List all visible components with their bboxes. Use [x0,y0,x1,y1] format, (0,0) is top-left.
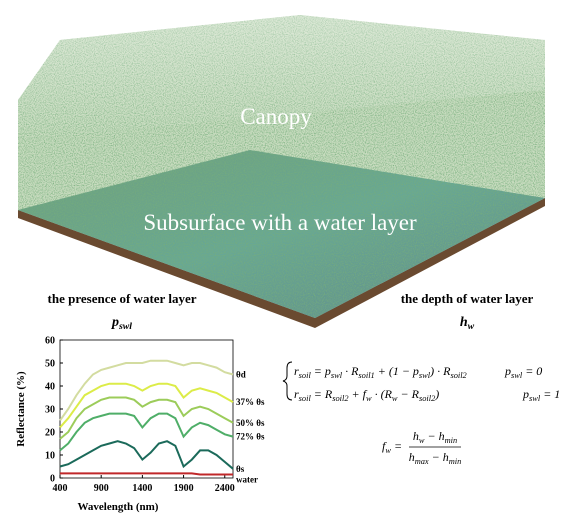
left-symbol: pswl [111,315,132,332]
symbol: f [363,387,368,401]
series-line [59,382,234,429]
canopy-label: Canopy [240,104,312,129]
series-label: water [236,475,258,485]
symbol: p [324,364,331,378]
equation: pswl​ = 0 [504,364,542,380]
series-line [59,359,234,422]
x-axis-label: Wavelength (nm) [78,501,159,513]
x-tick-label: 2400 [215,483,235,494]
symbol: R [442,364,451,378]
equation: rsoil​ = Rsoil2​ + fw​ · (Rw​ − Rsoil2​) [294,387,439,403]
eq-text: = [311,364,325,378]
subscript: swl [529,394,541,403]
symbol: R [411,387,420,401]
symbol: R [384,387,393,401]
canopy-haze [18,15,545,140]
symbol: p [412,364,419,378]
y-tick-label: 60 [45,336,55,347]
y-tick-label: 0 [50,474,55,485]
series-label: θs [236,464,245,474]
series-line [59,440,234,470]
symbol: h [439,429,445,443]
eq-text: = [311,387,325,401]
eq-text: = 0 [522,364,542,378]
subscript: swl [118,321,132,332]
equation: pswl​ = 1 [522,387,560,403]
symbol: h [409,450,415,464]
symbol: p [522,387,529,401]
subscript: soil2 [450,371,466,380]
subscript: soil [299,394,312,403]
series-label: 37% θs [236,397,265,407]
chart: Wavelength (nm) Reflectance (%) 0 10 20 30 4… [15,336,265,514]
symbol: r [294,387,299,401]
brace [282,361,293,401]
subscript: soil [299,371,312,380]
eq-text: ) [434,387,439,401]
subscript: swl [511,371,523,380]
x-tick-label: 1400 [132,483,152,494]
y-tick-label: 40 [45,382,55,393]
right-symbol: hw [460,315,475,332]
series-label: 50% θs [236,418,265,428]
y-tick-label: 20 [45,428,55,439]
eq-text: + (1 − [375,364,413,378]
eq-text: − [429,450,443,464]
eq-text: − [398,387,412,401]
series-label: θd [236,370,246,380]
symbol: f [382,439,387,453]
subscript: w [419,436,425,445]
series-label: 72% θs [236,432,265,442]
eq-text: · ( [372,387,386,401]
equation: hw​ − hmin​ [413,429,457,445]
x-tick-label: 400 [53,483,68,494]
right-caption: the depth of water layer [401,291,534,306]
series-line [59,412,234,452]
subscript: w [366,394,372,403]
subscript: swl [419,371,431,380]
symbol: p [111,315,119,330]
equation: fw​ = [382,439,405,455]
subscript: min [445,436,458,445]
y-tick-label: 50 [45,359,55,370]
eq-text: − [424,429,438,443]
eq-text: = [391,439,405,453]
symbol: h [460,315,468,330]
symbol: R [324,387,333,401]
subscript: soil2 [332,394,348,403]
y-tick-label: 10 [45,451,55,462]
eq-text: = 1 [540,387,560,401]
x-tick-label: 900 [94,483,109,494]
subscript: w [468,321,475,332]
symbol: R [350,364,359,378]
eq-text: · [342,364,351,378]
subscript: w [385,446,391,455]
symbol: h [443,450,449,464]
subscript: w [392,394,398,403]
eq-text: ) · [429,364,443,378]
symbol: h [413,429,419,443]
subscript: max [415,457,429,466]
symbol: p [504,364,511,378]
illustration: Canopy Subsurface with a water layer the… [18,15,545,332]
series-line [60,472,233,476]
equations: rsoil​ = pswl​ · Rsoil1​ + (1 − pswl​) ·… [282,361,560,466]
subsurface-label: Subsurface with a water layer [143,210,417,235]
y-axis-label: Reflectance (%) [15,371,27,447]
symbol: r [294,364,299,378]
subscript: swl [331,371,343,380]
subscript: min [449,457,462,466]
equation: hmax​ − hmin​ [409,450,462,466]
left-caption: the presence of water layer [48,291,197,306]
subscript: soil1 [358,371,374,380]
series-line [59,396,234,440]
x-tick-label: 1900 [174,483,194,494]
y-tick-label: 30 [45,405,55,416]
subscript: soil2 [419,394,435,403]
equation: rsoil​ = pswl​ · Rsoil1​ + (1 − pswl​) ·… [294,364,467,380]
eq-text: + [349,387,363,401]
